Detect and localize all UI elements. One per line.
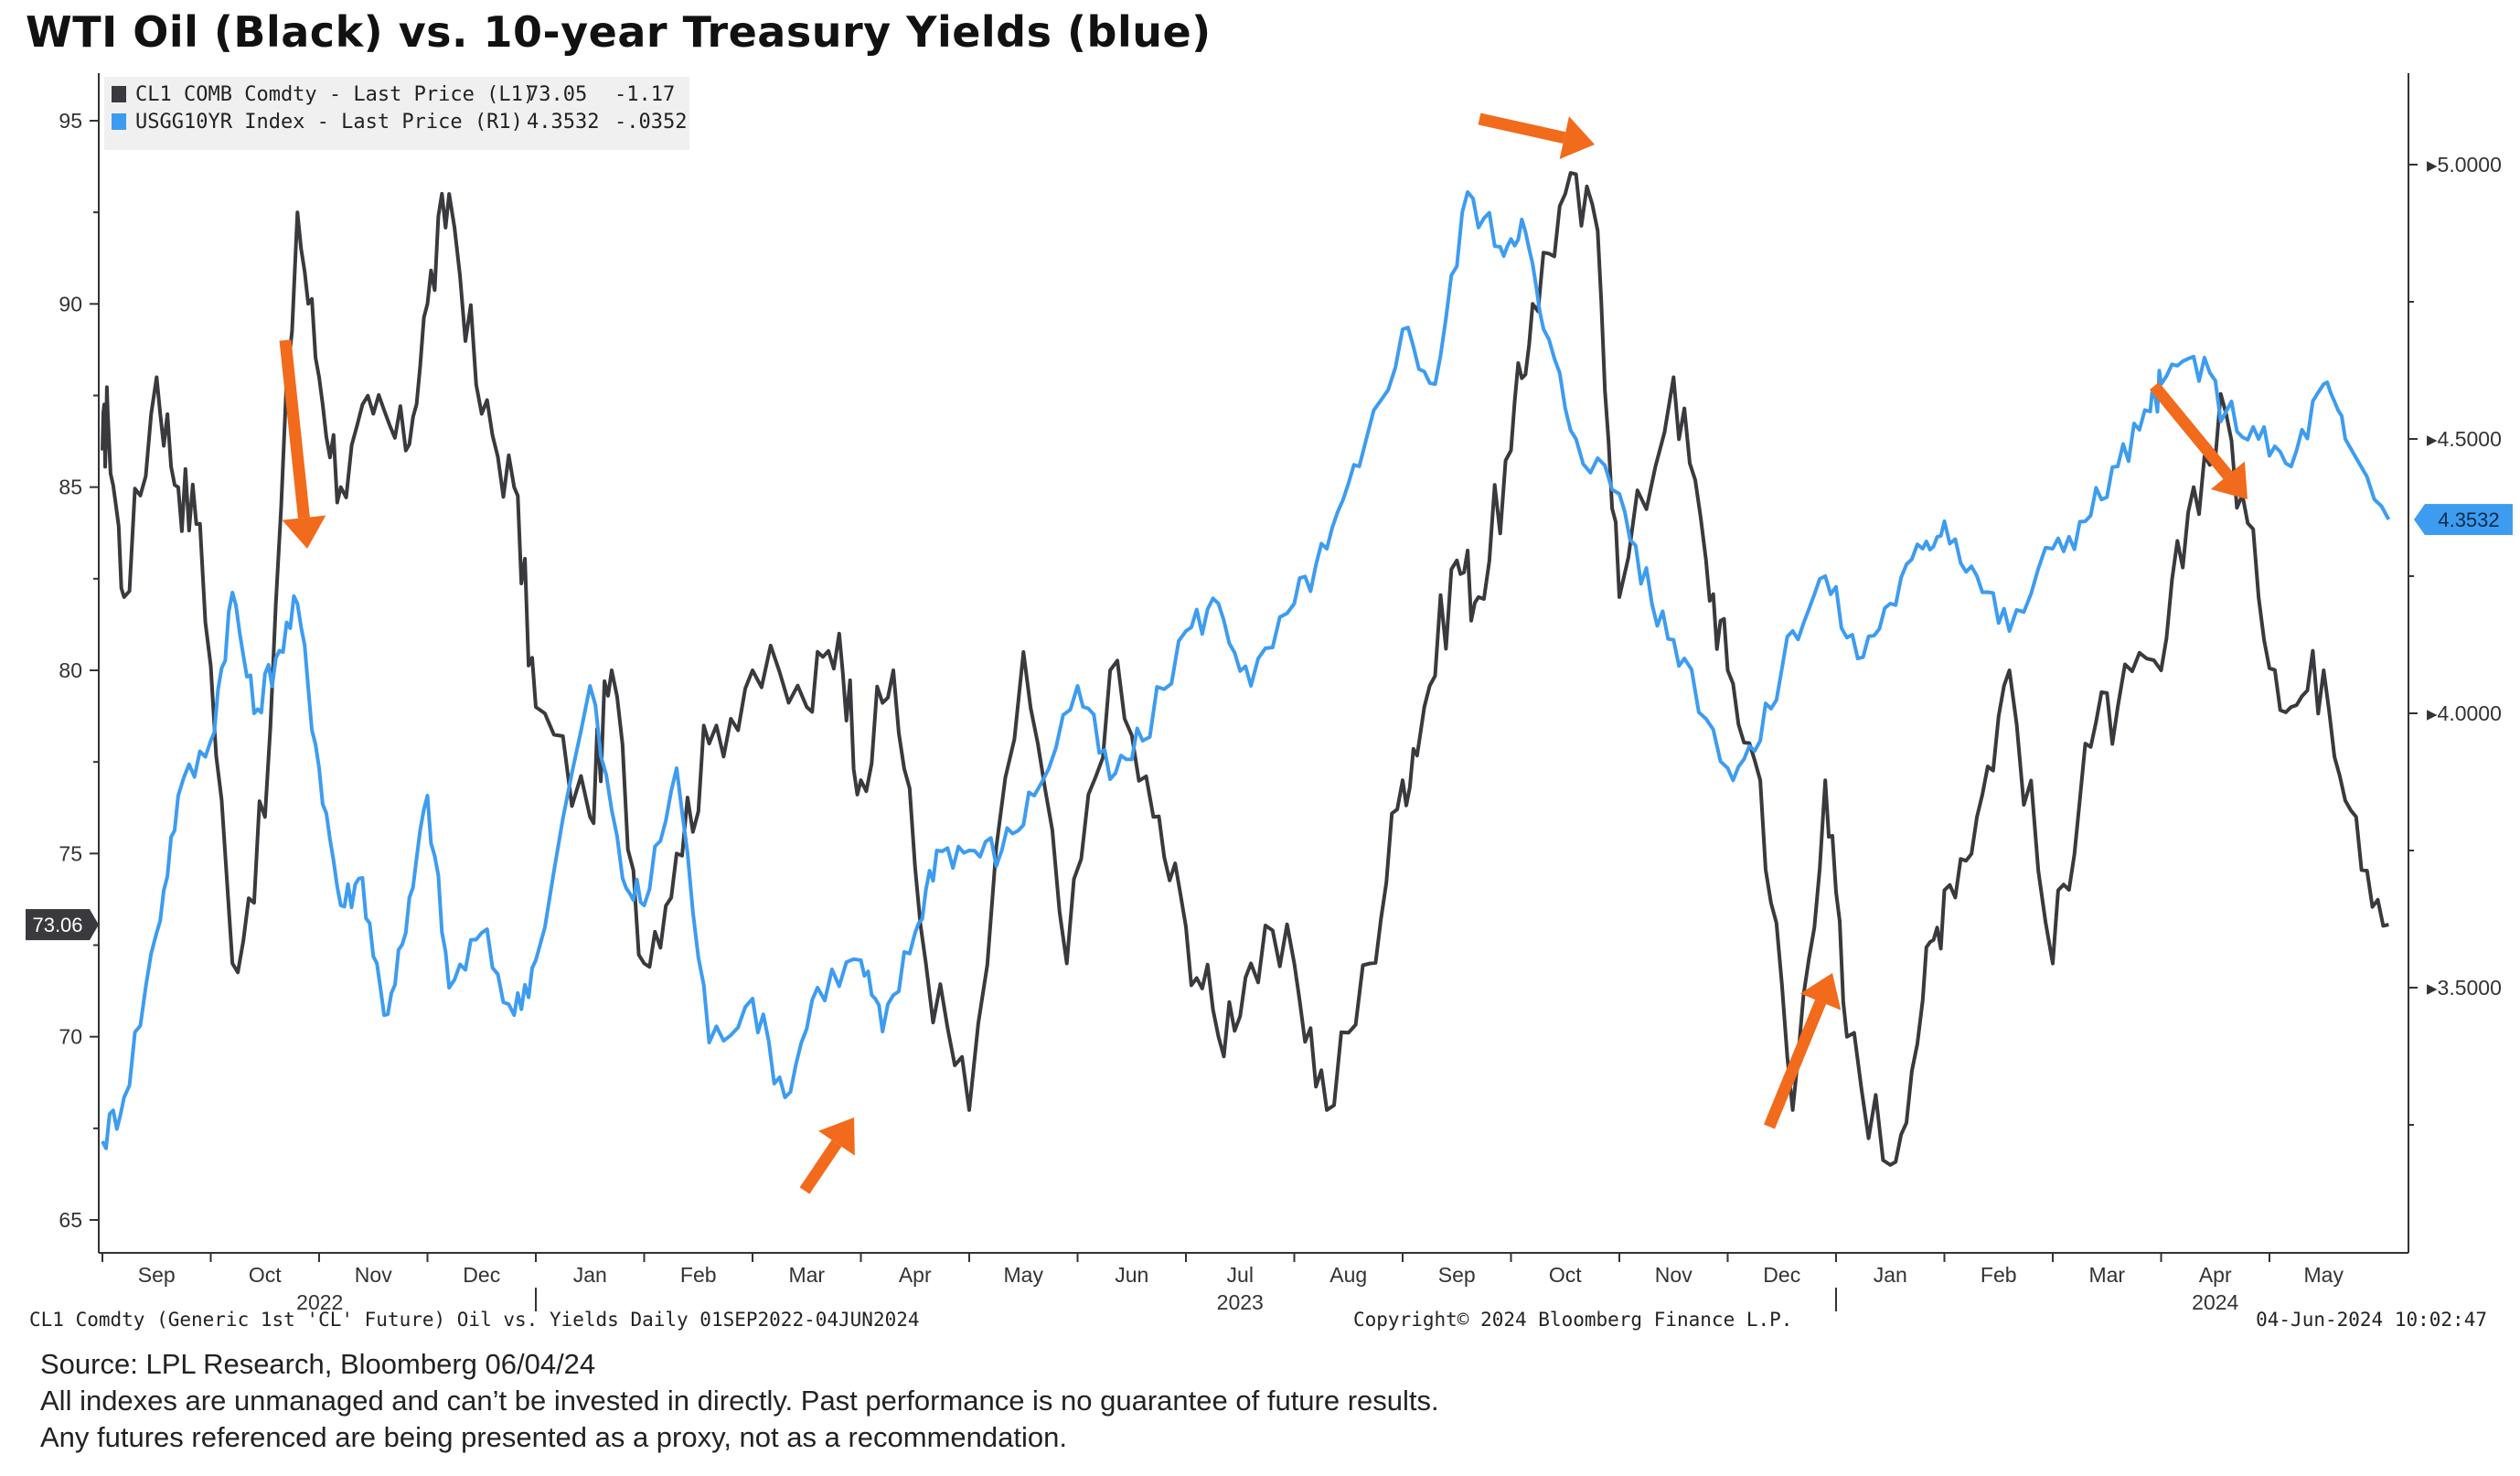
legend-swatch	[112, 113, 126, 130]
footer-left: CL1 Comdty (Generic 1st 'CL' Future) Oil…	[29, 1309, 920, 1331]
x-month-label: Sep	[1438, 1263, 1476, 1287]
source-notes: Source: LPL Research, Bloomberg 06/04/24…	[40, 1346, 1439, 1456]
x-month-label: Dec	[463, 1263, 500, 1287]
orange-arrow	[279, 339, 326, 549]
legend-value: 4.3532	[527, 111, 599, 134]
legend-change: -1.17	[614, 83, 675, 106]
orange-arrow	[1478, 112, 1595, 160]
left-axis: 95 90 85 80 75 70 65	[59, 109, 99, 1232]
arrow-shaft	[2149, 381, 2233, 479]
x-month-label: Oct	[249, 1263, 282, 1287]
arrow-shaft	[279, 339, 310, 519]
x-month-label: Jul	[1227, 1263, 1254, 1287]
orange-arrow	[799, 1118, 855, 1194]
last-value-tags: 73.06 4.3532	[26, 504, 2513, 941]
left-tick-label: 70	[59, 1025, 82, 1049]
x-month-label: Mar	[788, 1263, 825, 1287]
x-year-label: 2024	[2192, 1290, 2238, 1314]
right-tick-label: ▸4.0000	[2427, 701, 2502, 725]
yield-last-value: 4.3532	[2438, 508, 2499, 531]
x-month-label: Mar	[2088, 1263, 2125, 1287]
x-month-label: Sep	[138, 1263, 176, 1287]
x-month-label: Feb	[1981, 1263, 2017, 1287]
x-month-label: Feb	[680, 1263, 717, 1287]
yield-last-tag-pointer	[2414, 504, 2425, 536]
footer-center: Copyright© 2024 Bloomberg Finance L.P.	[1353, 1309, 1792, 1331]
x-month-label: Jan	[1874, 1263, 1907, 1287]
annotation-arrows	[279, 112, 2248, 1194]
arrow-shaft	[799, 1139, 842, 1194]
left-tick-label: 95	[59, 109, 82, 133]
series-layer	[101, 171, 2391, 1167]
legend-swatch	[112, 86, 126, 102]
arrow-head	[2210, 461, 2248, 499]
right-axis: ▸5.0000 ▸4.5000 ▸4.0000 ▸3.5000	[2408, 153, 2502, 1126]
arrow-head	[282, 515, 326, 549]
right-tick-label: ▸3.5000	[2427, 976, 2502, 1000]
oil-last-tag	[26, 909, 90, 941]
right-tick-label: ▸4.5000	[2427, 427, 2502, 451]
x-month-label: Jun	[1115, 1263, 1148, 1287]
legend-label: CL1 COMB Comdty - Last Price (L1)	[135, 83, 535, 106]
left-tick-label: 90	[59, 292, 82, 316]
legend-value: 73.05	[527, 83, 587, 106]
legend-change: -.0352	[614, 111, 687, 134]
x-year-label: 2023	[1217, 1290, 1264, 1314]
legend: CL1 COMB Comdty - Last Price (L1)73.05 -1…	[104, 77, 689, 150]
x-axis: Sep Oct Nov Dec Jan Feb Mar Apr May Jun Jul Aug Sep O…	[101, 1253, 2344, 1314]
x-month-label: Aug	[1329, 1263, 1367, 1287]
x-month-label: Nov	[1655, 1263, 1692, 1287]
left-tick-label: 65	[59, 1208, 82, 1232]
oil-last-tag-pointer	[90, 909, 99, 941]
left-tick-label: 85	[59, 476, 82, 499]
x-year-label: 2022	[296, 1290, 343, 1314]
oil-last-value: 73.06	[32, 914, 82, 936]
chart: 95 90 85 80 75 70 65 ▸5.0000 ▸4.5000 ▸4.0000 ▸3.5…	[26, 73, 2513, 1331]
x-month-label: May	[1004, 1263, 1044, 1287]
chart-footer: CL1 Comdty (Generic 1st 'CL' Future) Oil…	[29, 1309, 2487, 1331]
arrow-head	[818, 1118, 855, 1156]
left-tick-label: 75	[59, 841, 82, 865]
x-month-label: Dec	[1763, 1263, 1800, 1287]
chart-title: WTI Oil (Black) vs. 10-year Treasury Yie…	[26, 7, 1212, 57]
oil-price-line	[101, 171, 2389, 1167]
treasury-yield-line	[101, 190, 2391, 1150]
footer-right: 04-Jun-2024 10:02:47	[2256, 1309, 2487, 1331]
arrow-shaft	[1763, 999, 1827, 1129]
x-month-label: Nov	[355, 1263, 392, 1287]
x-month-label: Apr	[899, 1263, 932, 1287]
right-tick-label: ▸5.0000	[2427, 153, 2502, 176]
yield-last-tag	[2425, 504, 2513, 536]
legend-label: USGG10YR Index - Last Price (R1)	[135, 111, 523, 134]
arrow-head	[1799, 973, 1842, 1011]
left-tick-label: 80	[59, 658, 82, 682]
orange-arrow	[2149, 381, 2248, 499]
x-month-label: Jan	[573, 1263, 607, 1287]
x-month-label: Apr	[2199, 1263, 2232, 1287]
legend-box	[104, 77, 689, 150]
x-month-label: May	[2304, 1263, 2344, 1287]
arrow-shaft	[1478, 112, 1566, 144]
orange-arrow	[1763, 973, 1842, 1129]
futures-note-line: Any futures referenced are being present…	[40, 1421, 1067, 1453]
arrow-head	[1559, 116, 1595, 160]
source-line: Source: LPL Research, Bloomberg 06/04/24	[40, 1348, 596, 1380]
plot-frame	[98, 73, 2409, 1254]
disclaimer-line: All indexes are unmanaged and can’t be i…	[40, 1385, 1439, 1417]
x-month-label: Oct	[1549, 1263, 1582, 1287]
